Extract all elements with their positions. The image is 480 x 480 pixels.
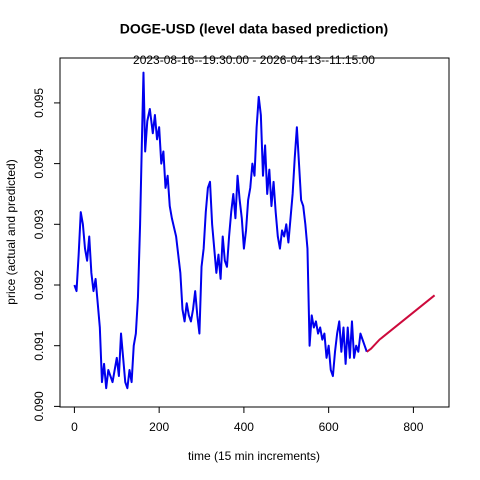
chart-title: DOGE-USD (level data based prediction) bbox=[120, 21, 388, 37]
y-tick-label: 0.094 bbox=[32, 148, 46, 178]
chart-subtitle: 2023-08-16--19:30:00 - 2026-04-13--11:15… bbox=[133, 53, 375, 67]
x-axis-label: time (15 min increments) bbox=[188, 449, 320, 463]
x-tick-label: 200 bbox=[149, 420, 169, 434]
x-tick-label: 0 bbox=[71, 420, 78, 434]
y-tick-label: 0.092 bbox=[32, 270, 46, 300]
x-tick-label: 800 bbox=[403, 420, 423, 434]
y-tick-label: 0.093 bbox=[32, 209, 46, 239]
y-tick-label: 0.090 bbox=[32, 391, 46, 421]
plot-box bbox=[59, 57, 450, 408]
y-tick-label: 0.091 bbox=[32, 330, 46, 360]
line-series bbox=[366, 294, 436, 353]
line-series bbox=[73, 71, 368, 390]
y-tick-label: 0.095 bbox=[32, 88, 46, 118]
y-axis-label: price (actual and predicted) bbox=[4, 159, 18, 304]
x-tick-label: 400 bbox=[234, 420, 254, 434]
x-tick-label: 600 bbox=[319, 420, 339, 434]
